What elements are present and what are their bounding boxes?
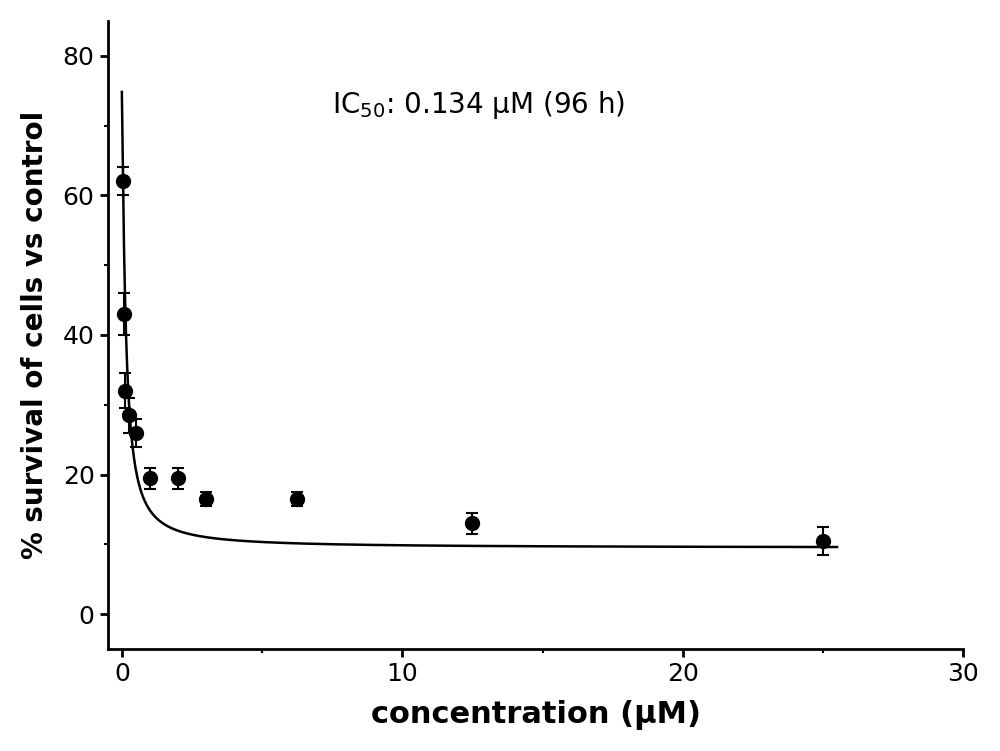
Text: IC$_{50}$: 0.134 μM (96 h): IC$_{50}$: 0.134 μM (96 h)	[332, 89, 625, 121]
Y-axis label: % survival of cells vs control: % survival of cells vs control	[21, 111, 49, 559]
X-axis label: concentration (μM): concentration (μM)	[371, 700, 701, 730]
